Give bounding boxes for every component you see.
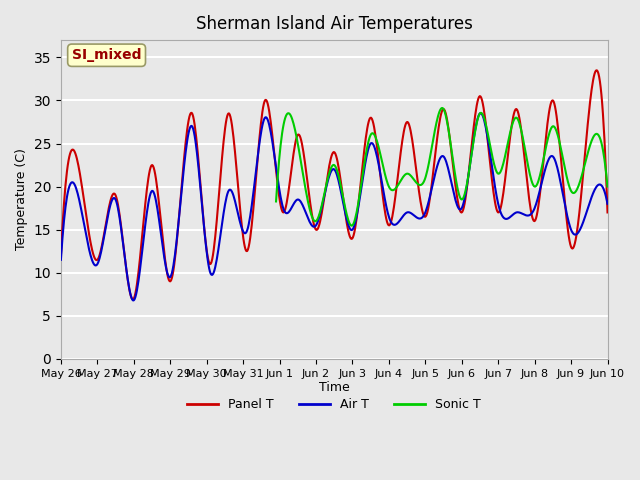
Sonic T (384, 181, 392, 187)
Panel T (417, 203, 425, 209)
Sonic T (348, 223, 355, 228)
Sonic T (278, 136, 285, 142)
Line: Panel T: Panel T (61, 71, 607, 300)
Panel T (129, 297, 137, 302)
Air T (417, 215, 425, 221)
Panel T (57, 252, 65, 258)
Sonic T (311, 218, 319, 224)
Air T (477, 110, 484, 116)
Panel T (401, 122, 409, 128)
Sonic T (438, 105, 446, 111)
Line: Air T: Air T (61, 113, 607, 300)
Title: Sherman Island Air Temperatures: Sherman Island Air Temperatures (196, 15, 472, 33)
Panel T (67, 149, 75, 155)
Air T (67, 180, 75, 186)
Sonic T (481, 116, 488, 122)
Y-axis label: Temperature (C): Temperature (C) (15, 149, 28, 251)
Air T (209, 272, 216, 278)
Panel T (179, 164, 187, 170)
Air T (129, 298, 137, 303)
Legend: Panel T, Air T, Sonic T: Panel T, Air T, Sonic T (182, 394, 486, 417)
Panel T (604, 210, 611, 216)
Air T (57, 257, 65, 263)
Sonic T (604, 184, 611, 190)
Line: Sonic T: Sonic T (276, 108, 607, 226)
Air T (124, 272, 131, 277)
Air T (401, 211, 409, 216)
Sonic T (322, 186, 330, 192)
Panel T (209, 256, 216, 262)
Text: SI_mixed: SI_mixed (72, 48, 141, 62)
Air T (604, 201, 611, 207)
Air T (179, 170, 187, 176)
Sonic T (272, 199, 280, 204)
Panel T (124, 272, 131, 278)
Sonic T (284, 111, 291, 117)
X-axis label: Time: Time (319, 382, 349, 395)
Panel T (593, 68, 601, 73)
